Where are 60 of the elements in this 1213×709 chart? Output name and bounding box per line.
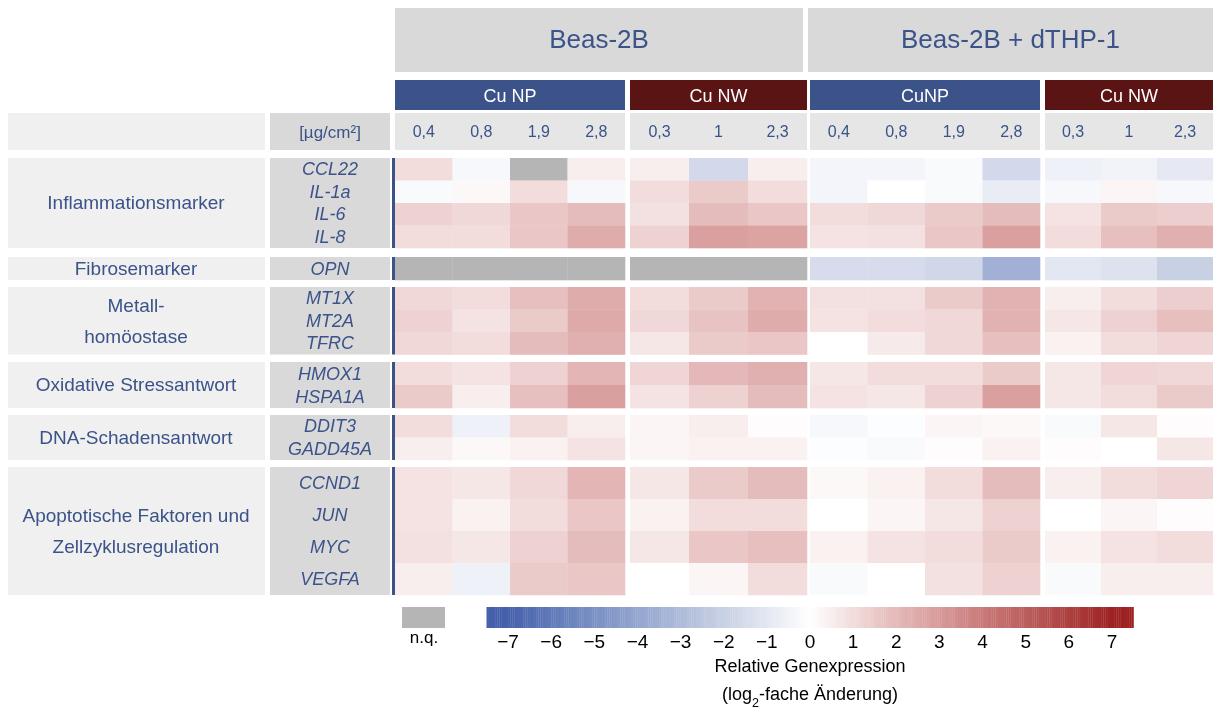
color-bar-label: 6 <box>1063 631 1075 652</box>
y-tick-label: VEGFA <box>300 569 360 589</box>
y-tick-label: GADD45A <box>287 438 373 459</box>
x-tick-label: 2,3 <box>1173 123 1197 140</box>
x-tick-label: 0,8 <box>470 123 493 140</box>
text: Inflammationsmarker <box>47 192 226 213</box>
text: Fibrosemarker <box>74 257 198 279</box>
color-bar-label: 4 <box>977 631 989 652</box>
text: Metall- homöostase <box>84 294 188 347</box>
y-tick-label: HMOX1 <box>297 363 363 384</box>
y-tick-label: IL-8 <box>314 226 346 247</box>
y-tick-label: OPN <box>310 258 351 279</box>
x-tick-label: 1 <box>1124 123 1134 140</box>
text: Beas-2B + dTHP-1 <box>901 24 1120 54</box>
color-bar-title: Relative Genexpression (log$_{2}$-fache Änderung) <box>714 656 906 709</box>
x-tick-label: 1 <box>714 123 724 140</box>
y-tick-label: MT1X <box>305 288 355 309</box>
y-tick-label: CCL22 <box>301 159 359 180</box>
x-tick-label: 2,8 <box>1000 123 1023 140</box>
x-tick-label: 0,8 <box>885 123 908 140</box>
text: DNA-Schadensantwort <box>39 426 234 448</box>
color-bar-label: −5 <box>583 631 606 652</box>
text: Cu NP <box>483 86 537 106</box>
color-bar-label: −6 <box>540 631 563 652</box>
y-tick-label: IL-1a <box>309 181 351 202</box>
y-tick-label: TFRC <box>306 333 355 354</box>
y-tick-label: JUN <box>311 505 349 525</box>
text: Cu NW <box>689 86 748 106</box>
x-tick-label: 2,8 <box>585 123 608 140</box>
color-bar-label: 7 <box>1106 631 1118 652</box>
color-bar-label: −1 <box>756 631 778 652</box>
text: CuNP <box>900 86 950 106</box>
y-tick-label: DDIT3 <box>303 416 357 437</box>
color-bar-label: 0 <box>804 631 816 652</box>
color-bar-label: −2 <box>712 631 735 652</box>
text: n.q. <box>409 628 439 647</box>
x-tick-label: 0,3 <box>1061 123 1085 140</box>
text: Apoptotische Faktoren und Zellzyklusregulation <box>22 505 250 557</box>
text: Beas-2B <box>549 24 649 54</box>
color-bar-label: 2 <box>890 631 902 652</box>
x-tick-label: 2,3 <box>766 123 789 140</box>
y-tick-label: IL-6 <box>314 204 347 225</box>
y-tick-label: HSPA1A <box>295 386 365 407</box>
color-bar-label: −7 <box>497 631 519 652</box>
x-tick-label: 0,4 <box>412 123 435 140</box>
color-bar-label: 5 <box>1020 631 1031 652</box>
x-tick-label: 1,9 <box>942 123 965 140</box>
y-tick-label: MT2A <box>305 310 355 331</box>
color-bar-label: −4 <box>626 631 649 652</box>
x-tick-label: 0,4 <box>827 123 850 140</box>
color-bar-label: −3 <box>669 631 692 652</box>
x-tick-label: 1,9 <box>527 123 550 140</box>
text: Cu NW <box>1100 86 1159 106</box>
color-bar-label: 3 <box>934 631 945 652</box>
color-bar-label: 1 <box>847 631 859 652</box>
y-tick-label: CCND1 <box>298 473 362 493</box>
text: Oxidative Stressantwort <box>35 374 238 395</box>
y-tick-label: MYC <box>310 537 351 557</box>
x-tick-label: 0,3 <box>648 123 671 140</box>
text: [µg/cm²] <box>299 123 361 142</box>
